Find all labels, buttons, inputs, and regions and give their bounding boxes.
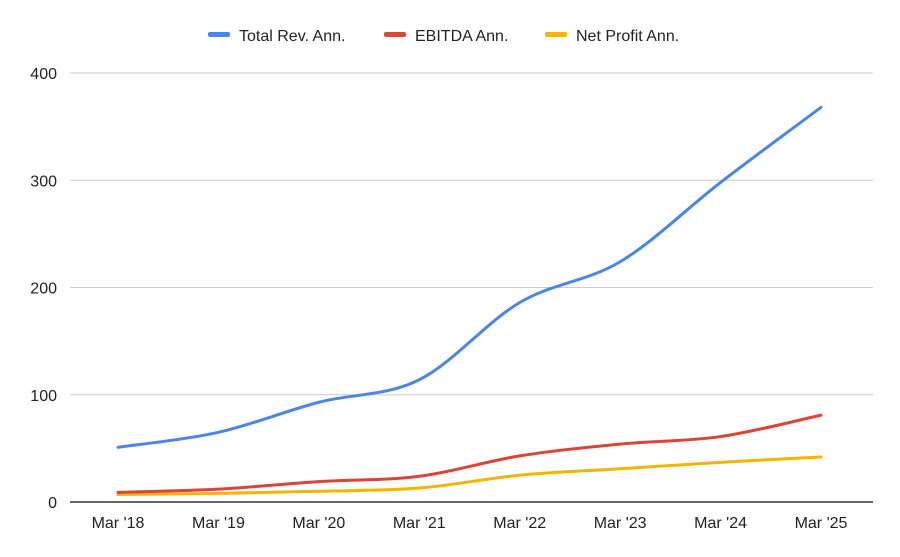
y-tick-label: 400 — [30, 66, 57, 83]
x-tick-label: Mar '19 — [192, 515, 245, 532]
y-tick-label: 300 — [30, 173, 57, 190]
legend-item-2[interactable]: Net Profit Ann. — [545, 28, 679, 45]
y-tick-label: 200 — [30, 281, 57, 298]
series-line-2 — [116, 455, 823, 496]
gridlines — [70, 72, 873, 503]
legend-swatch — [545, 32, 567, 37]
y-tick-label: 100 — [30, 388, 57, 405]
y-axis-ticks: 0 100 200 300 400 — [30, 66, 57, 512]
x-tick-label: Mar '23 — [594, 515, 647, 532]
legend-label: Net Profit Ann. — [576, 28, 679, 45]
legend-swatch — [208, 32, 230, 37]
x-tick-label: Mar '25 — [795, 515, 848, 532]
x-tick-label: Mar '18 — [92, 515, 145, 532]
legend-label: Total Rev. Ann. — [239, 28, 345, 45]
series-line-0 — [116, 105, 823, 449]
legend-swatch — [384, 32, 406, 37]
legend-item-1[interactable]: EBITDA Ann. — [384, 28, 508, 45]
y-tick-label: 0 — [48, 495, 57, 512]
x-axis-ticks: Mar '18 Mar '19 Mar '20 Mar '21 Mar '22 Mar '… — [92, 515, 848, 532]
x-tick-label: Mar '24 — [694, 515, 747, 532]
legend-item-0[interactable]: Total Rev. Ann. — [208, 28, 345, 45]
legend[interactable]: Total Rev. Ann. EBITDA Ann. Net Profit Ann… — [208, 28, 679, 45]
x-tick-label: Mar '21 — [393, 515, 446, 532]
x-tick-label: Mar '20 — [292, 515, 345, 532]
series-line-1 — [116, 413, 823, 494]
x-tick-label: Mar '22 — [493, 515, 546, 532]
series-lines — [116, 105, 823, 496]
legend-label: EBITDA Ann. — [415, 28, 508, 45]
